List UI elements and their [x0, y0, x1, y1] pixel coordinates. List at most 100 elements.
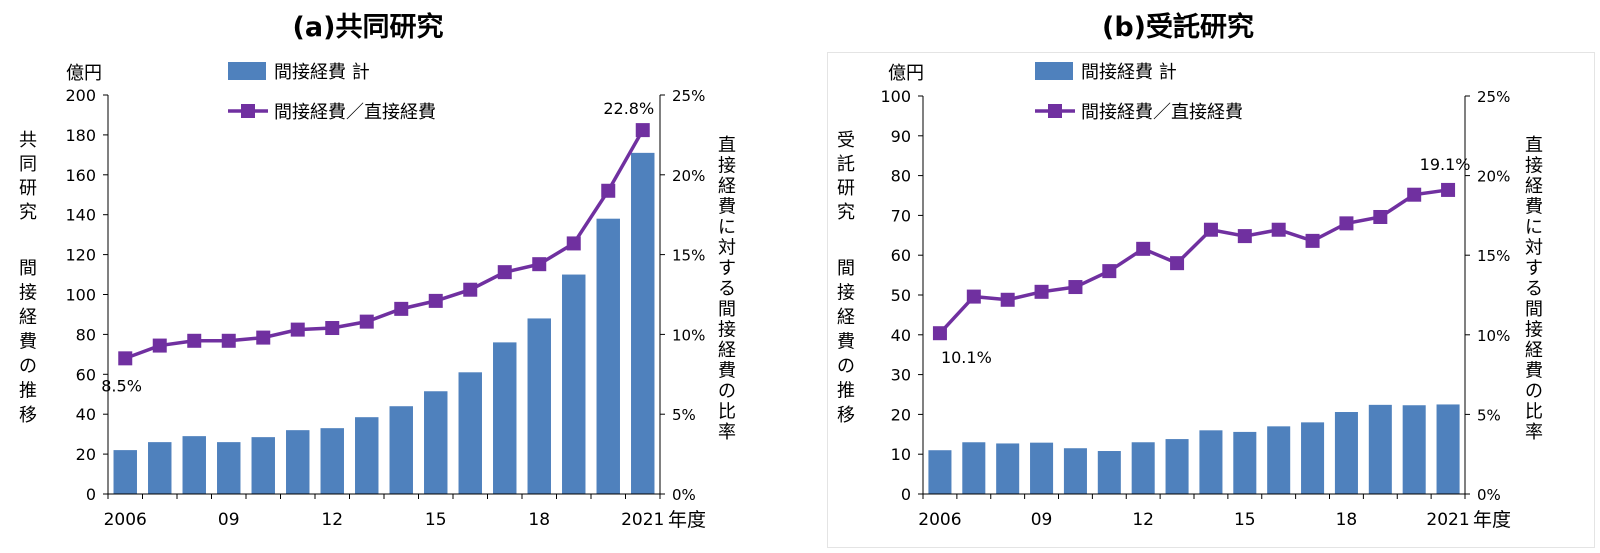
right-axis-label-char: 比	[1525, 402, 1543, 423]
bar-a-2013	[355, 417, 379, 494]
ratio-line-a	[124, 129, 645, 360]
ratio-marker-a-2007	[152, 338, 167, 353]
bar-b-2017	[1301, 422, 1325, 494]
ratio-marker-b-2009	[1034, 284, 1049, 299]
legend-line-label: 間接経費／直接経費	[1081, 102, 1243, 123]
ratio-marker-a-2010	[256, 330, 271, 345]
right-tick-label: 25%	[672, 87, 705, 105]
right-tick-label: 5%	[1477, 406, 1501, 424]
legend-line-marker	[241, 104, 255, 118]
x-tick-label: 12	[321, 510, 343, 530]
left-axis-label-char: の	[19, 356, 37, 377]
bar-a-2018	[527, 318, 551, 494]
legend-line-label: 間接経費／直接経費	[274, 102, 436, 123]
right-axis-label-char: の	[718, 381, 736, 402]
left-axis-label-char: 究	[837, 202, 855, 223]
left-tick-label: 60	[76, 365, 96, 384]
ratio-marker-b-2015	[1237, 229, 1252, 244]
bar-a-2021	[631, 152, 655, 495]
right-axis-label-char: 費	[1525, 197, 1543, 218]
right-axis-label-char: 接	[1525, 320, 1543, 341]
left-tick-label: 100	[880, 87, 911, 106]
left-axis-label-char: 間	[837, 258, 855, 279]
bar-b-2008	[996, 443, 1020, 494]
ratio-marker-a-2016	[463, 282, 478, 297]
left-tick-label: 0	[901, 485, 911, 504]
left-axis-label-char: 研	[19, 178, 37, 199]
bar-a-2010	[251, 437, 275, 494]
ratio-marker-a-2009	[221, 333, 236, 348]
right-axis-label-char: 接	[1525, 156, 1543, 177]
left-tick-label: 70	[891, 206, 911, 225]
right-axis-label-char: 率	[718, 422, 736, 443]
x-tick-label: 2006	[104, 510, 147, 530]
x-tick-label: 12	[1132, 510, 1154, 530]
bar-b-2009	[1030, 442, 1054, 494]
right-axis-label-char: 間	[1525, 299, 1543, 320]
left-tick-label: 80	[891, 167, 911, 186]
ratio-marker-b-2006	[932, 326, 947, 341]
bar-a-2016	[458, 372, 482, 494]
ratio-marker-b-2011	[1102, 264, 1117, 279]
ratio-marker-b-2018	[1339, 216, 1354, 231]
left-axis-label-char: 間	[19, 258, 37, 279]
right-axis-label-char: 接	[718, 156, 736, 177]
right-axis-label-char: 間	[718, 299, 736, 320]
bar-a-2020	[596, 218, 620, 494]
x-tick-label: 2006	[918, 510, 961, 530]
bar-b-2013	[1165, 439, 1189, 494]
right-axis-label-char: る	[718, 279, 736, 300]
right-tick-label: 20%	[1477, 168, 1510, 186]
x-axis-unit: 年度	[668, 509, 706, 531]
right-axis-label-char: 経	[718, 340, 736, 361]
left-tick-label: 140	[65, 206, 96, 225]
ratio-marker-b-2020	[1407, 187, 1422, 202]
right-tick-label: 0%	[1477, 486, 1501, 504]
legend-bar-label: 間接経費 計	[1081, 62, 1177, 83]
ratio-marker-b-2007	[966, 289, 981, 304]
ratio-marker-a-2012	[325, 321, 340, 336]
annotation-first: 10.1%	[941, 348, 992, 367]
bar-b-2016	[1267, 426, 1291, 494]
right-tick-label: 0%	[672, 486, 696, 504]
bar-b-2014	[1199, 430, 1223, 494]
left-tick-label: 100	[65, 286, 96, 305]
chart-title: (a)共同研究	[293, 11, 444, 43]
bar-a-2011	[286, 430, 310, 494]
left-axis-label-char: 費	[837, 332, 855, 353]
left-axis-unit: 億円	[888, 63, 924, 84]
right-tick-label: 15%	[672, 247, 705, 265]
ratio-marker-a-2017	[497, 265, 512, 280]
right-axis-label-char: 経	[1525, 176, 1543, 197]
ratio-marker-a-2013	[359, 314, 374, 329]
bar-b-2019	[1368, 404, 1392, 494]
ratio-marker-b-2021	[1441, 182, 1456, 197]
left-axis-label-char: の	[837, 356, 855, 377]
panel-b-frame	[827, 52, 1595, 548]
bar-a-2017	[493, 342, 517, 494]
bar-b-2007	[962, 442, 986, 494]
ratio-marker-a-2011	[290, 322, 305, 337]
annotation-first: 8.5%	[101, 376, 142, 395]
chart-title: (b)受託研究	[1102, 11, 1254, 43]
right-axis-label-char: 費	[1525, 361, 1543, 382]
annotation-last: 22.8%	[603, 99, 654, 118]
right-tick-label: 25%	[1477, 88, 1510, 106]
right-axis-label-char: す	[718, 258, 736, 279]
ratio-marker-a-2014	[394, 301, 409, 316]
left-axis-label-char: 経	[837, 307, 855, 328]
ratio-marker-a-2008	[187, 333, 202, 348]
left-tick-label: 180	[65, 126, 96, 145]
ratio-marker-b-2014	[1203, 222, 1218, 237]
x-tick-label: 15	[425, 510, 447, 530]
bar-b-2011	[1097, 451, 1121, 494]
left-axis-label-char: 研	[837, 178, 855, 199]
x-tick-label: 2021	[1426, 510, 1469, 530]
right-tick-label: 10%	[1477, 327, 1510, 345]
right-axis-label-char: 費	[718, 361, 736, 382]
right-axis-label-char: 率	[1525, 422, 1543, 443]
right-axis-label-char: の	[1525, 381, 1543, 402]
left-tick-label: 10	[891, 445, 911, 464]
bar-b-2006	[928, 450, 952, 494]
